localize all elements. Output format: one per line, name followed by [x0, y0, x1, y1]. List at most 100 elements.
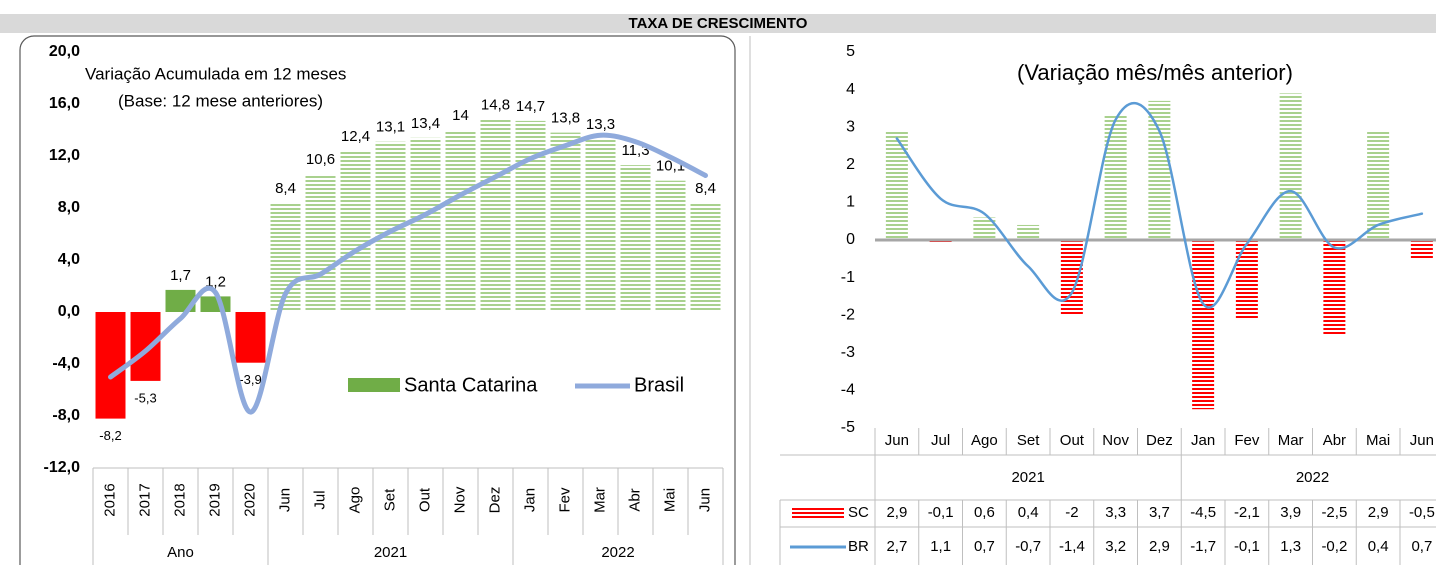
- bar: [1323, 240, 1346, 334]
- y-tick-label: -1: [841, 269, 855, 286]
- bar: [655, 180, 686, 312]
- y-tick-label: 3: [846, 118, 855, 135]
- bar: [929, 240, 952, 244]
- y-tick-label: -4: [841, 382, 855, 399]
- x-tick-label: Dez: [1146, 432, 1173, 449]
- chart-title: Variação Acumulada em 12 meses: [85, 64, 346, 83]
- group-label: 2022: [601, 544, 634, 561]
- bar: [1192, 240, 1215, 410]
- y-tick-label: 8,0: [58, 199, 80, 216]
- data-label: 13,1: [376, 119, 405, 136]
- x-tick-label: Fev: [1234, 432, 1260, 449]
- table-cell: -1,7: [1190, 538, 1216, 555]
- group-label: 2021: [374, 544, 407, 561]
- table-cell: 2,9: [886, 504, 907, 521]
- x-tick-label: Jun: [1410, 432, 1434, 449]
- x-tick-label: Ago: [346, 487, 363, 514]
- table-cell: 1,3: [1280, 538, 1301, 555]
- data-label: 13,8: [551, 110, 580, 127]
- table-cell: 1,1: [930, 538, 951, 555]
- data-label: -3,9: [239, 372, 261, 387]
- table-cell: 0,4: [1368, 538, 1389, 555]
- y-tick-label: 0: [846, 231, 855, 248]
- data-label: 10,6: [306, 151, 335, 168]
- bar: [1235, 240, 1258, 319]
- legend-key: [348, 378, 400, 392]
- bar: [1410, 240, 1433, 259]
- x-tick-label: Abr: [626, 488, 643, 511]
- y-tick-label: -2: [841, 306, 855, 323]
- table-cell: 0,7: [974, 538, 995, 555]
- table-cell: -2,1: [1234, 504, 1260, 521]
- x-tick-label: Set: [1017, 432, 1040, 449]
- data-label: 8,4: [695, 180, 716, 197]
- y-tick-label: -8,0: [52, 407, 80, 424]
- x-tick-label: Jan: [1191, 432, 1215, 449]
- x-tick-label: Jun: [276, 488, 293, 512]
- bar: [410, 137, 441, 312]
- y-tick-label: 0,0: [58, 303, 80, 320]
- bar: [620, 165, 651, 312]
- x-tick-label: Dez: [486, 487, 503, 514]
- table-cell: 2,9: [1368, 504, 1389, 521]
- bar: [1148, 100, 1171, 240]
- x-tick-label: Mar: [1278, 432, 1304, 449]
- legend-label: SC: [848, 504, 869, 521]
- x-tick-label: Out: [416, 487, 433, 512]
- table-cell: 0,4: [1018, 504, 1039, 521]
- header-title: TAXA DE CRESCIMENTO: [629, 15, 808, 32]
- header-band: [0, 14, 1436, 33]
- data-label: 14,8: [481, 97, 510, 114]
- x-tick-label: Jul: [311, 490, 328, 509]
- table-cell: 3,7: [1149, 504, 1170, 521]
- legend-label: Brasil: [634, 374, 684, 396]
- x-tick-label: Nov: [1102, 432, 1129, 449]
- bar: [515, 120, 546, 313]
- table-cell: 3,2: [1105, 538, 1126, 555]
- data-label: 13,3: [586, 116, 615, 133]
- bar: [235, 312, 266, 363]
- legend-label: Santa Catarina: [404, 374, 538, 396]
- line: [895, 101, 1424, 309]
- x-tick-label: Jun: [696, 488, 713, 512]
- legend-key: [792, 507, 844, 519]
- x-tick-label: Mar: [591, 487, 608, 513]
- table-cell: 3,9: [1280, 504, 1301, 521]
- x-tick-label: Mai: [1366, 432, 1390, 449]
- y-tick-label: 4,0: [58, 251, 80, 268]
- table-cell: -0,1: [928, 504, 954, 521]
- x-tick-label: Mai: [661, 488, 678, 512]
- table-cell: -2: [1065, 504, 1078, 521]
- bar: [445, 130, 476, 312]
- data-label: 14: [452, 107, 469, 124]
- table-cell: -0,7: [1015, 538, 1041, 555]
- bar: [1060, 240, 1083, 316]
- chart-frame: [19, 35, 736, 565]
- x-tick-label: Ago: [971, 432, 998, 449]
- y-tick-label: 4: [846, 81, 855, 98]
- y-tick-label: 16,0: [49, 95, 80, 112]
- data-label: 14,7: [516, 98, 545, 115]
- bar: [585, 139, 616, 312]
- y-tick-label: -5: [841, 419, 855, 436]
- group-label: 2021: [1011, 469, 1044, 486]
- bar: [200, 296, 231, 312]
- table-cell: -0,5: [1409, 504, 1435, 521]
- y-tick-label: 20,0: [49, 43, 80, 60]
- x-tick-label: Nov: [451, 486, 468, 513]
- bar: [690, 202, 721, 312]
- y-tick-label: 12,0: [49, 147, 80, 164]
- y-tick-label: 2: [846, 156, 855, 173]
- bar: [480, 119, 511, 312]
- x-tick-label: Jul: [931, 432, 950, 449]
- y-tick-label: -4,0: [52, 355, 80, 372]
- x-tick-label: Abr: [1323, 432, 1346, 449]
- bar: [1017, 224, 1040, 240]
- table-cell: 0,6: [974, 504, 995, 521]
- bar: [340, 150, 371, 312]
- data-label: 1,7: [170, 267, 191, 284]
- x-tick-label: 2018: [171, 483, 188, 516]
- bar: [885, 130, 908, 240]
- x-tick-label: 2020: [241, 483, 258, 516]
